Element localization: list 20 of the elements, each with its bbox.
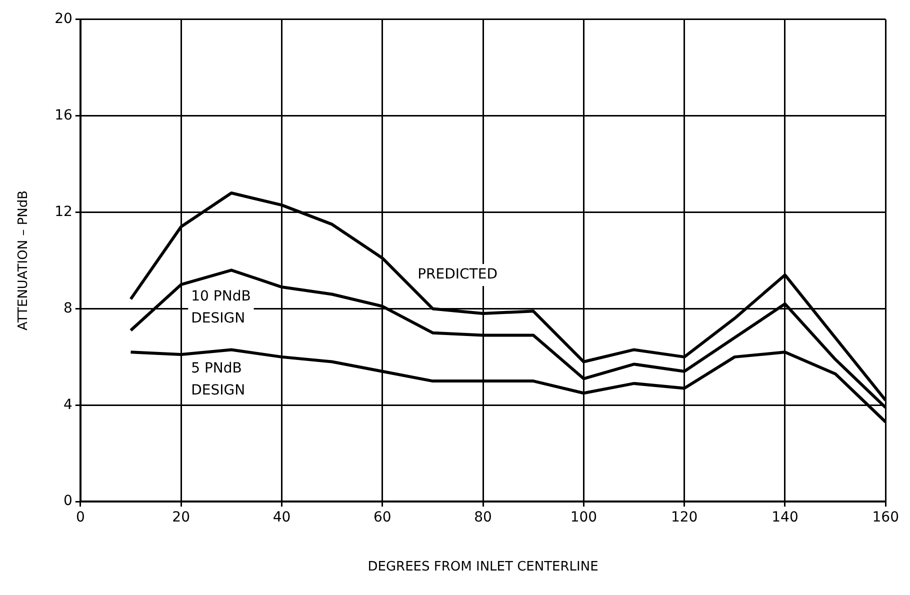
series-label: 10 PNdB DESIGN xyxy=(191,288,251,326)
y-tick-label: 4 xyxy=(63,396,72,413)
y-tick-label: 12 xyxy=(54,204,72,220)
x-tick-label: 100 xyxy=(570,510,598,526)
series-label: 5 PNdB DESIGN xyxy=(191,360,246,399)
x-tick-label: 0 xyxy=(76,510,85,526)
y-tick-label: 16 xyxy=(54,107,72,124)
y-tick-label: 0 xyxy=(63,493,72,510)
x-tick-label: 80 xyxy=(474,510,492,526)
x-tick-label: 120 xyxy=(670,510,698,526)
x-tick-label: 140 xyxy=(772,510,798,526)
y-axis-title: ATTENUATION – PNdB xyxy=(16,190,32,331)
y-tick-label: 8 xyxy=(63,300,72,316)
x-tick-label: 60 xyxy=(373,510,392,526)
x-axis-title: DEGREES FROM INLET CENTERLINE xyxy=(368,560,598,575)
y-tick-label: 20 xyxy=(54,11,72,28)
x-tick-label: 160 xyxy=(872,510,900,526)
x-tick-label: 20 xyxy=(172,510,190,526)
series-label: PREDICTED xyxy=(418,266,498,283)
x-tick-label: 40 xyxy=(272,510,291,526)
